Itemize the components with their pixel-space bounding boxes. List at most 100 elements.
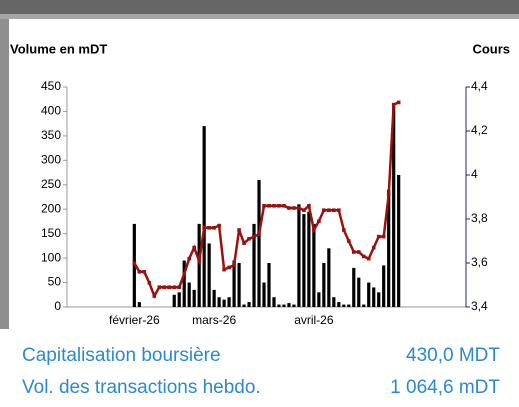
bar bbox=[347, 304, 351, 307]
marker bbox=[297, 206, 301, 210]
y2-tick-label: 4 bbox=[471, 167, 478, 181]
stat-value: 1 064,6 mDT bbox=[390, 377, 500, 398]
marker bbox=[302, 208, 306, 212]
y2-tick-label: 3,8 bbox=[471, 211, 488, 225]
y-tick-label: 0 bbox=[54, 299, 61, 313]
bar bbox=[262, 282, 266, 307]
marker bbox=[212, 226, 216, 230]
y-tick-label: 150 bbox=[41, 226, 61, 240]
marker bbox=[282, 204, 286, 208]
y-tick-label: 200 bbox=[41, 201, 61, 215]
marker bbox=[361, 254, 366, 259]
y-tick-label: 350 bbox=[41, 128, 61, 142]
bar bbox=[362, 304, 366, 307]
line bbox=[133, 101, 400, 299]
bar bbox=[367, 282, 371, 307]
marker bbox=[152, 294, 157, 298]
bar bbox=[237, 263, 241, 307]
y2-tick-label: 3,4 bbox=[471, 299, 488, 313]
marker bbox=[132, 261, 137, 265]
bar bbox=[232, 260, 236, 307]
marker bbox=[257, 232, 261, 237]
y2-tick-label: 4,4 bbox=[471, 79, 488, 93]
x-tick-label: mars-26 bbox=[192, 313, 236, 327]
marker bbox=[317, 219, 321, 223]
marker bbox=[366, 256, 371, 261]
y-axis-title: Volume en mDT bbox=[10, 41, 107, 56]
marker bbox=[386, 193, 391, 197]
marker bbox=[252, 234, 256, 239]
y-tick-label: 400 bbox=[41, 104, 61, 118]
marker bbox=[287, 206, 291, 210]
marker bbox=[142, 270, 147, 274]
bar bbox=[327, 248, 331, 307]
marker bbox=[202, 226, 206, 230]
stat-label: Capitalisation boursière bbox=[22, 345, 221, 366]
marker bbox=[247, 237, 251, 241]
bar bbox=[277, 304, 281, 307]
bar bbox=[187, 282, 191, 307]
marker bbox=[376, 234, 381, 239]
bar bbox=[282, 304, 286, 307]
bar bbox=[242, 304, 246, 307]
marker bbox=[342, 228, 346, 232]
bar bbox=[352, 267, 356, 307]
stat-label: Vol. des transactions hebdo. bbox=[22, 377, 261, 398]
bar bbox=[227, 297, 231, 307]
marker bbox=[242, 241, 246, 245]
marker bbox=[391, 102, 396, 107]
marker bbox=[182, 272, 187, 276]
marker bbox=[187, 256, 191, 261]
bar bbox=[252, 223, 256, 307]
marker bbox=[207, 226, 211, 230]
left-strip bbox=[0, 19, 9, 329]
y-tick-label: 250 bbox=[41, 177, 61, 191]
marker bbox=[322, 208, 326, 212]
marker bbox=[356, 250, 361, 254]
marker bbox=[351, 250, 356, 254]
marker bbox=[177, 285, 182, 289]
marker bbox=[227, 265, 231, 270]
bar bbox=[222, 299, 226, 307]
marker bbox=[197, 259, 201, 263]
x-tick-label: février-26 bbox=[109, 313, 160, 327]
marker bbox=[137, 270, 142, 274]
marker bbox=[307, 204, 311, 208]
marker bbox=[192, 245, 196, 250]
stat-value: 430,0 MDT bbox=[406, 345, 500, 366]
bar bbox=[297, 204, 301, 307]
bar bbox=[177, 292, 181, 307]
bar bbox=[342, 304, 346, 307]
marker bbox=[332, 208, 336, 212]
bar bbox=[197, 223, 201, 307]
bar bbox=[267, 263, 271, 307]
bar bbox=[207, 243, 211, 307]
marker bbox=[292, 206, 296, 210]
bar bbox=[372, 287, 376, 307]
bar bbox=[302, 214, 306, 307]
marker bbox=[147, 281, 152, 285]
bar bbox=[212, 289, 216, 307]
marker bbox=[267, 204, 271, 208]
bar bbox=[307, 211, 311, 307]
bar bbox=[182, 260, 186, 307]
marker bbox=[277, 204, 281, 208]
bar bbox=[317, 292, 321, 307]
marker bbox=[157, 285, 162, 289]
marker bbox=[172, 285, 177, 289]
top-band bbox=[0, 0, 519, 14]
top-strip bbox=[0, 14, 519, 19]
marker bbox=[237, 228, 241, 232]
bar bbox=[337, 302, 341, 307]
bar bbox=[137, 302, 141, 307]
marker bbox=[162, 285, 167, 289]
bar bbox=[392, 106, 396, 307]
marker bbox=[396, 100, 401, 105]
marker bbox=[262, 204, 266, 208]
marker bbox=[272, 204, 276, 208]
y2-tick-label: 4,2 bbox=[471, 123, 488, 137]
marker bbox=[346, 239, 351, 243]
bar bbox=[322, 263, 326, 307]
bar bbox=[387, 189, 391, 307]
